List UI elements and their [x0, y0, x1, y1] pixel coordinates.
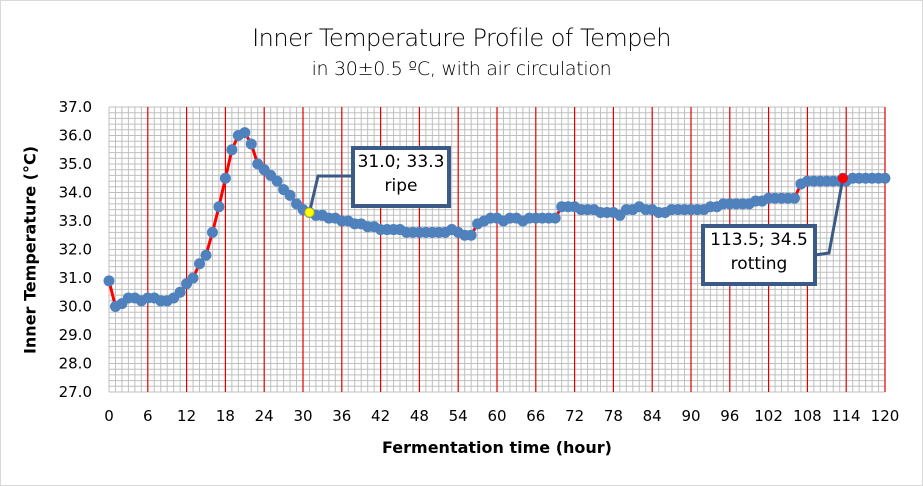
annotation-ripe: 31.0; 33.3 ripe	[351, 146, 451, 208]
x-tick-label: 30	[293, 407, 312, 425]
x-tick-label: 48	[410, 407, 429, 425]
annotation-rotting-label: rotting	[730, 254, 788, 274]
x-tick-label: 18	[216, 407, 235, 425]
x-tick-label: 114	[832, 407, 861, 425]
x-tick-label: 42	[371, 407, 390, 425]
data-point	[103, 275, 115, 287]
y-tick-label: 27.0	[59, 383, 92, 401]
annotation-ripe-coords: 31.0; 33.3	[357, 152, 445, 172]
x-tick-label: 24	[255, 407, 274, 425]
x-tick-label: 0	[104, 407, 114, 425]
data-point	[239, 127, 251, 139]
y-tick-label: 28.0	[59, 355, 92, 373]
annotation-ripe-label: ripe	[384, 176, 418, 196]
data-point	[187, 272, 199, 284]
x-tick-label: 120	[871, 407, 900, 425]
data-point	[284, 189, 296, 201]
x-tick-label: 36	[332, 407, 351, 425]
data-point	[879, 172, 891, 184]
y-tick-label: 34.0	[59, 184, 92, 202]
rotting-marker	[837, 173, 848, 184]
y-tick-label: 37.0	[59, 98, 92, 116]
x-axis-label: Fermentation time (hour)	[382, 438, 612, 457]
data-point	[194, 258, 206, 270]
y-tick-label: 29.0	[59, 326, 92, 344]
x-tick-label: 102	[754, 407, 783, 425]
x-tick-label: 60	[487, 407, 506, 425]
x-tick-label: 6	[143, 407, 153, 425]
y-tick-label: 33.0	[59, 212, 92, 230]
data-point	[206, 226, 218, 238]
ripe-marker	[304, 207, 315, 218]
x-tick-label: 72	[565, 407, 584, 425]
annotation-rotting: 113.5; 34.5 rotting	[701, 224, 817, 286]
x-tick-label: 78	[604, 407, 623, 425]
data-point	[271, 175, 283, 187]
annotation-rotting-leader	[814, 177, 845, 257]
chart-title: Inner Temperature Profile of Tempeh	[252, 24, 671, 52]
y-tick-label: 32.0	[59, 241, 92, 259]
x-tick-label: 54	[449, 407, 468, 425]
y-tick-label: 35.0	[59, 155, 92, 173]
data-point	[245, 138, 257, 150]
x-tick-label: 84	[643, 407, 662, 425]
x-tick-label: 12	[177, 407, 196, 425]
chart-subtitle: in 30±0.5 ºC, with air circulation	[311, 58, 612, 80]
x-tick-label: 66	[526, 407, 545, 425]
y-tick-label: 31.0	[59, 269, 92, 287]
data-point	[788, 192, 800, 204]
x-tick-label: 96	[720, 407, 739, 425]
data-point	[200, 249, 212, 261]
data-point	[174, 286, 186, 298]
annotation-rotting-coords: 113.5; 34.5	[710, 230, 808, 250]
data-point	[465, 229, 477, 241]
x-tick-label: 90	[681, 407, 700, 425]
y-tick-label: 36.0	[59, 127, 92, 145]
data-point	[213, 201, 225, 213]
y-tick-label: 30.0	[59, 298, 92, 316]
data-point	[226, 144, 238, 156]
data-point	[219, 172, 231, 184]
annotation-ripe-leader	[308, 174, 353, 213]
x-tick-label: 108	[793, 407, 822, 425]
data-point	[549, 212, 561, 224]
